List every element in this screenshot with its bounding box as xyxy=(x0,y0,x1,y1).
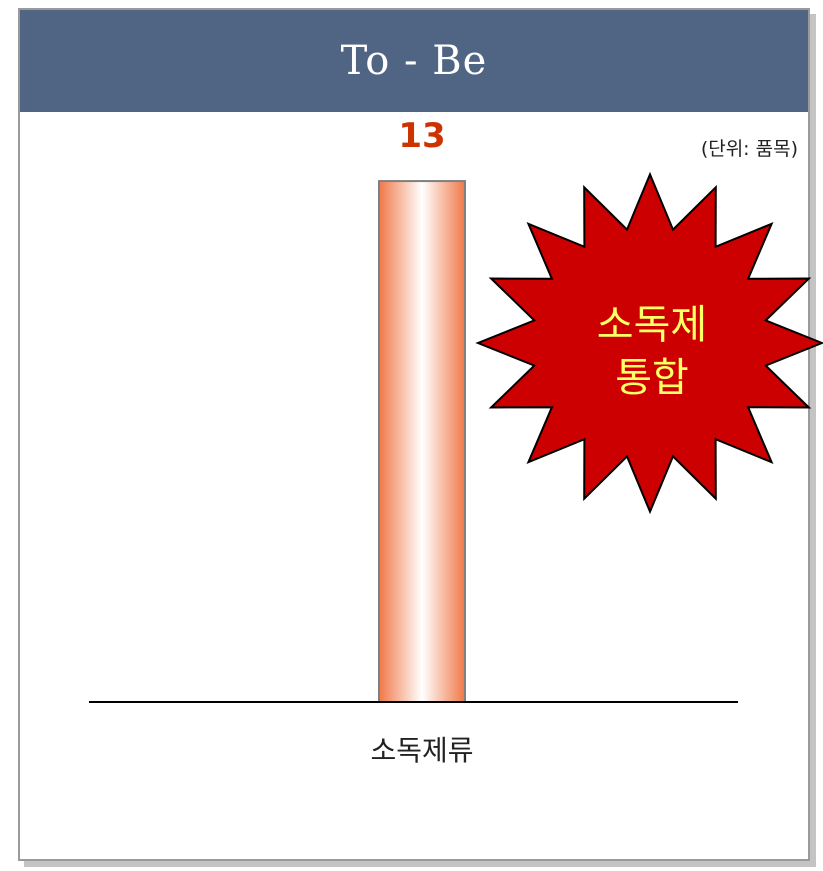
bars-layer: 13 소독제류 xyxy=(370,116,473,767)
panel-title: To - Be xyxy=(340,38,488,84)
starburst-text-line1: 소독제 xyxy=(597,302,707,348)
panel-header: To - Be xyxy=(20,10,808,112)
starburst-text-line2: 통합 xyxy=(615,355,689,401)
bar-value-label: 13 xyxy=(398,116,445,156)
category-label: 소독제류 xyxy=(370,734,473,767)
bar-0 xyxy=(378,180,466,703)
starburst-shape xyxy=(475,171,823,515)
starburst-callout: 소독제 통합 xyxy=(475,171,823,515)
unit-note: (단위: 품목) xyxy=(700,138,798,160)
